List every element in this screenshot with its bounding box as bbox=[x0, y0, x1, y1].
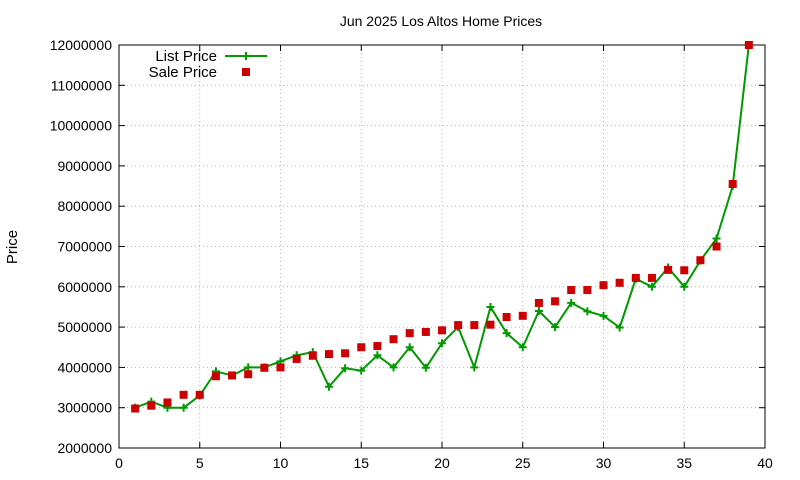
x-tick-label: 10 bbox=[273, 455, 289, 471]
sale-price-point bbox=[744, 41, 753, 49]
axis-ticks: 2000000 3000000 4000000 5000000 6000000 70000… bbox=[50, 37, 773, 471]
legend-label-list-price: List Price bbox=[155, 48, 217, 65]
sale-price-point bbox=[389, 335, 398, 344]
sale-price-point bbox=[567, 286, 576, 295]
sale-price-point bbox=[680, 266, 689, 275]
sale-price-point bbox=[292, 354, 301, 363]
sale-price-point bbox=[341, 349, 350, 358]
legend-marker-list-price bbox=[242, 52, 250, 60]
sale-price-point bbox=[195, 390, 204, 399]
sale-price-point bbox=[470, 321, 479, 330]
list-price-point bbox=[518, 343, 527, 352]
sale-price-point bbox=[324, 350, 333, 359]
list-price-point bbox=[179, 403, 188, 412]
list-price-point bbox=[405, 343, 414, 352]
y-tick-label: 10000000 bbox=[50, 118, 113, 134]
legend-label-sale-price: Sale Price bbox=[149, 64, 217, 81]
sale-price-point bbox=[518, 311, 527, 320]
y-tick-label: 11000000 bbox=[51, 77, 112, 93]
sale-price-point bbox=[357, 343, 366, 352]
x-tick-label: 15 bbox=[353, 455, 369, 471]
x-tick-label: 35 bbox=[676, 455, 692, 471]
sale-price-point bbox=[260, 363, 269, 372]
sale-price-point bbox=[308, 351, 317, 360]
sale-price-point bbox=[551, 297, 560, 306]
sale-price-point bbox=[454, 321, 463, 330]
sale-price-point bbox=[486, 320, 495, 329]
y-tick-label: 5000000 bbox=[57, 319, 112, 335]
list-price-point bbox=[324, 382, 333, 391]
sale-price-point bbox=[712, 242, 721, 251]
y-tick-label: 7000000 bbox=[57, 239, 112, 255]
sale-price-point bbox=[373, 342, 382, 351]
list-price-point bbox=[583, 307, 592, 316]
grid-lines bbox=[119, 45, 765, 448]
list-price-point bbox=[421, 363, 430, 372]
sale-price-point bbox=[534, 298, 543, 307]
sale-price-point bbox=[502, 313, 511, 322]
sale-price-point bbox=[631, 273, 640, 282]
list-price-point bbox=[438, 339, 446, 348]
sale-price-point bbox=[405, 329, 414, 338]
sale-price-point bbox=[163, 398, 172, 407]
sale-price-point bbox=[179, 390, 188, 399]
y-tick-label: 6000000 bbox=[57, 279, 112, 295]
sale-price-point bbox=[244, 370, 253, 379]
list-price-point bbox=[551, 323, 560, 332]
list-price-point bbox=[389, 363, 398, 372]
x-tick-label: 20 bbox=[434, 455, 450, 471]
sale-price-point bbox=[276, 363, 285, 372]
series-layer bbox=[131, 41, 753, 413]
list-price-point bbox=[599, 311, 608, 320]
y-tick-label: 12000000 bbox=[50, 37, 113, 53]
y-tick-label: 9000000 bbox=[57, 158, 112, 174]
sale-price-point bbox=[696, 256, 705, 265]
list-price-point bbox=[373, 351, 382, 360]
sale-price-point bbox=[421, 327, 430, 336]
x-tick-label: 40 bbox=[757, 455, 773, 471]
sale-price-point bbox=[147, 401, 156, 410]
sale-price-point bbox=[615, 278, 624, 287]
y-tick-label: 4000000 bbox=[57, 359, 112, 375]
sale-price-point bbox=[728, 180, 737, 189]
legend: List Price Sale Price bbox=[149, 48, 267, 81]
legend-marker-sale-price bbox=[242, 68, 250, 76]
list-price-point bbox=[502, 329, 511, 338]
list-price-point bbox=[341, 364, 350, 373]
x-tick-label: 5 bbox=[196, 455, 204, 471]
list-price-point bbox=[680, 282, 689, 291]
list-price-point bbox=[567, 298, 576, 307]
list-price-point bbox=[534, 306, 543, 315]
list-price-point bbox=[647, 282, 656, 291]
sale-price-point bbox=[647, 273, 656, 282]
sale-price-point bbox=[599, 281, 608, 290]
sale-price-point bbox=[664, 265, 673, 274]
x-tick-label: 30 bbox=[596, 455, 612, 471]
list-price-point bbox=[486, 302, 495, 311]
y-tick-label: 3000000 bbox=[57, 400, 112, 416]
sale-price-point bbox=[583, 286, 592, 295]
sale-price-point bbox=[131, 404, 140, 413]
y-axis-label: Price bbox=[4, 230, 21, 264]
y-tick-label: 2000000 bbox=[57, 440, 112, 456]
list-price-point bbox=[357, 366, 366, 375]
y-tick-label: 8000000 bbox=[57, 198, 112, 214]
chart-title: Jun 2025 Los Altos Home Prices bbox=[340, 13, 542, 29]
sale-price-point bbox=[228, 371, 237, 380]
sale-price-point bbox=[438, 326, 446, 335]
list-price-point bbox=[615, 323, 624, 332]
list-price-point bbox=[470, 363, 479, 372]
x-tick-label: 0 bbox=[115, 455, 123, 471]
list-price-point bbox=[244, 363, 253, 372]
sale-price-point bbox=[211, 372, 220, 381]
list-price-point bbox=[712, 234, 721, 243]
x-tick-label: 25 bbox=[515, 455, 531, 471]
